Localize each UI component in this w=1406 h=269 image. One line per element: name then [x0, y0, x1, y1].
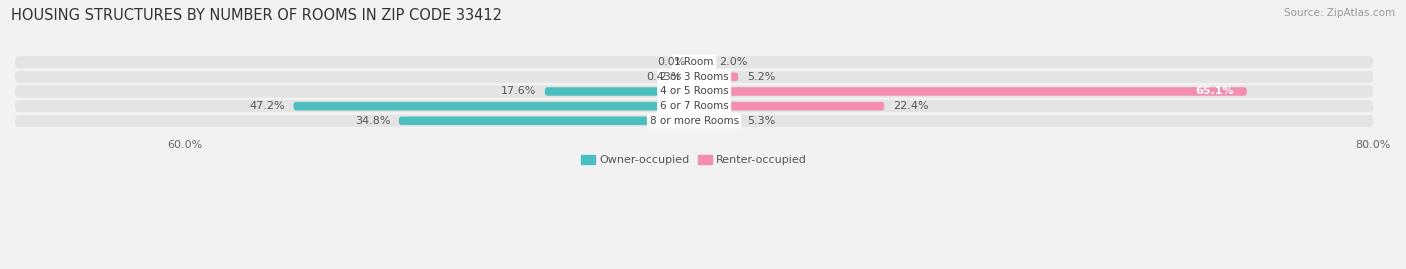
FancyBboxPatch shape — [692, 116, 740, 125]
Text: 22.4%: 22.4% — [893, 101, 928, 111]
Text: 0.43%: 0.43% — [647, 72, 682, 82]
Text: 47.2%: 47.2% — [249, 101, 285, 111]
Text: HOUSING STRUCTURES BY NUMBER OF ROOMS IN ZIP CODE 33412: HOUSING STRUCTURES BY NUMBER OF ROOMS IN… — [11, 8, 502, 23]
Text: 4 or 5 Rooms: 4 or 5 Rooms — [659, 87, 728, 97]
Text: Source: ZipAtlas.com: Source: ZipAtlas.com — [1284, 8, 1395, 18]
Text: 5.2%: 5.2% — [747, 72, 775, 82]
FancyBboxPatch shape — [15, 56, 1374, 68]
FancyBboxPatch shape — [15, 115, 1374, 127]
Text: 6 or 7 Rooms: 6 or 7 Rooms — [659, 101, 728, 111]
Text: 34.8%: 34.8% — [354, 116, 391, 126]
Text: 17.6%: 17.6% — [501, 87, 536, 97]
Text: 65.1%: 65.1% — [1195, 87, 1234, 97]
FancyBboxPatch shape — [294, 102, 696, 110]
FancyBboxPatch shape — [692, 73, 738, 81]
FancyBboxPatch shape — [692, 87, 1247, 96]
Text: 5.3%: 5.3% — [748, 116, 776, 126]
FancyBboxPatch shape — [399, 116, 696, 125]
Text: 2.0%: 2.0% — [720, 57, 748, 67]
Bar — [693, 102, 703, 110]
FancyBboxPatch shape — [15, 100, 1374, 112]
Text: 8 or more Rooms: 8 or more Rooms — [650, 116, 738, 126]
Bar — [693, 116, 703, 125]
Bar — [693, 73, 703, 81]
FancyBboxPatch shape — [544, 87, 696, 96]
FancyBboxPatch shape — [15, 71, 1374, 83]
FancyBboxPatch shape — [690, 73, 696, 81]
Text: 0.0%: 0.0% — [658, 57, 686, 67]
Legend: Owner-occupied, Renter-occupied: Owner-occupied, Renter-occupied — [581, 155, 807, 165]
Bar — [693, 87, 703, 96]
FancyBboxPatch shape — [15, 86, 1374, 97]
FancyBboxPatch shape — [692, 102, 884, 110]
Text: 2 or 3 Rooms: 2 or 3 Rooms — [659, 72, 728, 82]
Text: 1 Room: 1 Room — [675, 57, 714, 67]
FancyBboxPatch shape — [692, 58, 711, 66]
